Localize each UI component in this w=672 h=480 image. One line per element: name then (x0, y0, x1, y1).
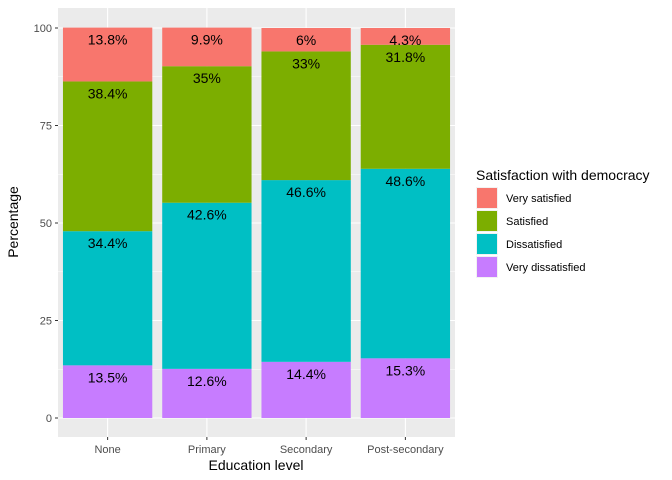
bar-segment-dissatisfied (261, 180, 351, 362)
data-label: 14.4% (286, 366, 326, 382)
bar-segment-satisfied (360, 44, 451, 169)
data-label: 46.6% (286, 184, 326, 200)
bar-segment-very-dissatisfied (261, 361, 351, 418)
x-tick-label: None (94, 444, 120, 456)
bar-segment-dissatisfied (62, 231, 153, 366)
data-label: 35% (193, 70, 221, 86)
legend-swatch (477, 211, 497, 231)
bar-segment-dissatisfied (360, 168, 451, 359)
data-label: 15.3% (386, 362, 426, 378)
data-labels: 13.5% 34.4% 38.4% 13.8% 12.6% 42.6% 35% 9.9% 14.… (88, 32, 425, 389)
legend-swatch (477, 188, 497, 208)
bar-segment-very-satisfied (162, 27, 252, 67)
data-label: 33% (292, 55, 320, 71)
bar-segment-very-dissatisfied (360, 358, 451, 418)
x-tick-label: Post-secondary (367, 444, 444, 456)
y-tick-label: 75 (40, 121, 52, 133)
x-axis-title: Education level (209, 457, 304, 473)
y-tick-label: 100 (34, 23, 52, 35)
bar-segment-satisfied (261, 51, 351, 181)
legend-swatch (477, 257, 497, 277)
legend-swatch (477, 234, 497, 254)
legend-label: Dissatisfied (506, 239, 562, 251)
y-tick-label: 50 (40, 218, 52, 230)
x-tick-label: Secondary (280, 444, 333, 456)
legend: Satisfaction with democracy Very satisfi… (476, 167, 650, 278)
y-tick-label: 25 (40, 316, 52, 328)
bar-segment-very-satisfied (261, 28, 351, 52)
data-label: 4.3% (389, 32, 421, 48)
bar-segment-dissatisfied (162, 202, 252, 369)
bar-segment-very-dissatisfied (62, 365, 153, 418)
legend-label: Very satisfied (506, 193, 571, 205)
data-label: 13.5% (88, 369, 128, 385)
data-label: 6% (296, 32, 316, 48)
bar-segment-very-satisfied (360, 28, 451, 45)
legend-label: Very dissatisfied (506, 262, 585, 274)
data-label: 31.8% (386, 49, 426, 65)
x-tick-label: Primary (188, 444, 226, 456)
bar-segment-very-satisfied (62, 27, 153, 82)
data-label: 48.6% (386, 173, 426, 189)
x-axis: None Primary Secondary Post-secondary (94, 437, 444, 456)
y-axis-title: Percentage (5, 186, 21, 258)
bar-segment-very-dissatisfied (162, 368, 252, 418)
bars (62, 27, 451, 418)
y-axis: 0 25 50 75 100 (34, 23, 58, 425)
data-label: 38.4% (88, 85, 128, 101)
y-tick-label: 0 (46, 413, 52, 425)
bar-segment-satisfied (62, 81, 153, 232)
legend-label: Satisfied (506, 216, 548, 228)
data-label: 13.8% (88, 32, 128, 48)
data-label: 12.6% (187, 373, 227, 389)
bar-segment-satisfied (162, 66, 252, 203)
data-label: 34.4% (88, 235, 128, 251)
data-label: 42.6% (187, 207, 227, 223)
legend-title: Satisfaction with democracy (476, 167, 650, 183)
data-label: 9.9% (191, 32, 223, 48)
